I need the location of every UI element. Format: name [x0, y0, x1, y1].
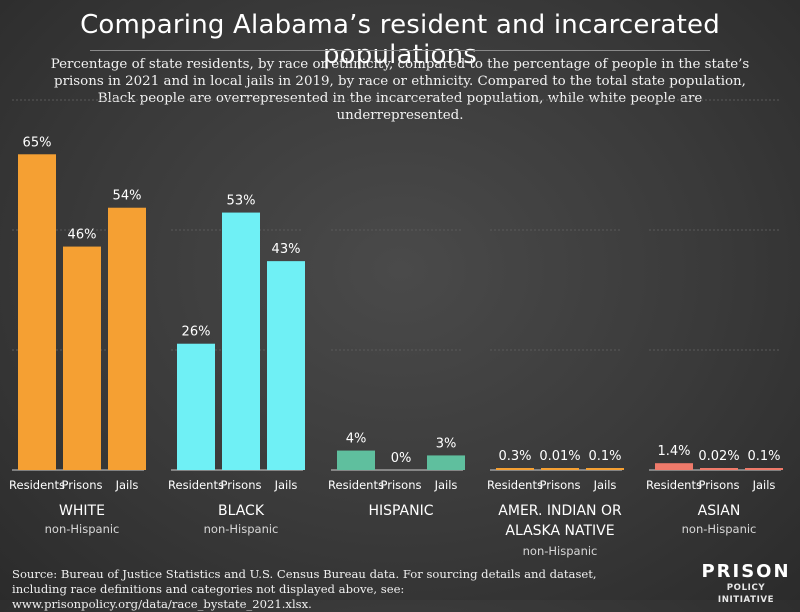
bar: [63, 246, 101, 470]
group-label: BLACK: [218, 503, 265, 519]
group-label: WHITE: [59, 503, 105, 519]
bar-category-label: Prisons: [381, 478, 422, 492]
bar-category-label: Residents: [328, 478, 384, 492]
bar: [337, 450, 375, 470]
chart-title: Comparing Alabama’s resident and incarce…: [80, 10, 720, 70]
data-label: 0.01%: [539, 449, 580, 464]
logo-line-2: POLICY INITIATIVE: [717, 583, 775, 605]
data-label: 26%: [182, 325, 211, 340]
bar-category-label: Jails: [115, 478, 139, 492]
group-subtitle: non-Hispanic: [523, 544, 598, 558]
logo-line-1: PRISON: [701, 561, 791, 582]
group-label: ASIAN: [698, 503, 741, 519]
bar-category-label: Residents: [487, 478, 543, 492]
data-label: 1.4%: [657, 444, 690, 459]
bars: [18, 154, 783, 471]
data-label: 0.1%: [747, 449, 780, 464]
group-label: AMER. INDIAN OR: [498, 503, 622, 519]
bar: [427, 455, 465, 470]
prison-policy-logo: PRISON POLICY INITIATIVE: [700, 562, 792, 606]
data-label: 43%: [272, 242, 301, 257]
bar: [745, 468, 783, 470]
bar: [222, 212, 260, 471]
bar: [496, 468, 534, 470]
bar: [655, 463, 693, 470]
title-divider: [90, 50, 710, 51]
data-label: 53%: [227, 194, 256, 209]
bar-category-label: Residents: [646, 478, 702, 492]
group-subtitle: non-Hispanic: [682, 522, 757, 536]
bar: [177, 343, 215, 470]
source-note: Source: Bureau of Justice Statistics and…: [12, 567, 597, 611]
bar-category-label: Jails: [274, 478, 298, 492]
group-label: HISPANIC: [368, 503, 433, 519]
data-label: 4%: [346, 432, 367, 447]
bar-category-label: Residents: [9, 478, 65, 492]
bar-category-label: Prisons: [699, 478, 740, 492]
bar-category-label: Jails: [593, 478, 617, 492]
bar-category-label: Prisons: [221, 478, 262, 492]
data-label: 0.3%: [498, 449, 531, 464]
bar: [108, 207, 146, 470]
bar: [541, 468, 579, 470]
group-label: ALASKA NATIVE: [505, 523, 614, 539]
data-label: 46%: [68, 228, 97, 243]
data-label: 0%: [391, 451, 412, 466]
data-label: 65%: [23, 135, 52, 150]
data-label: 0.02%: [698, 449, 739, 464]
bar-category-label: Jails: [434, 478, 458, 492]
data-label: 3%: [436, 436, 457, 451]
bar-category-label: Prisons: [540, 478, 581, 492]
bar: [586, 468, 624, 470]
chart-subtitle: Percentage of state residents, by race o…: [50, 57, 750, 123]
group-subtitle: non-Hispanic: [45, 522, 120, 536]
bar: [18, 154, 56, 471]
bar: [267, 261, 305, 470]
bar: [700, 468, 738, 470]
bar-category-label: Prisons: [62, 478, 103, 492]
data-label: 0.1%: [588, 449, 621, 464]
chart-labels: 65% Residents 46% Prisons 54% Jails WHITE non-H…: [9, 135, 780, 558]
data-label: 54%: [113, 189, 142, 204]
group-subtitle: non-Hispanic: [204, 522, 279, 536]
bar-category-label: Jails: [752, 478, 776, 492]
bar-category-label: Residents: [168, 478, 224, 492]
